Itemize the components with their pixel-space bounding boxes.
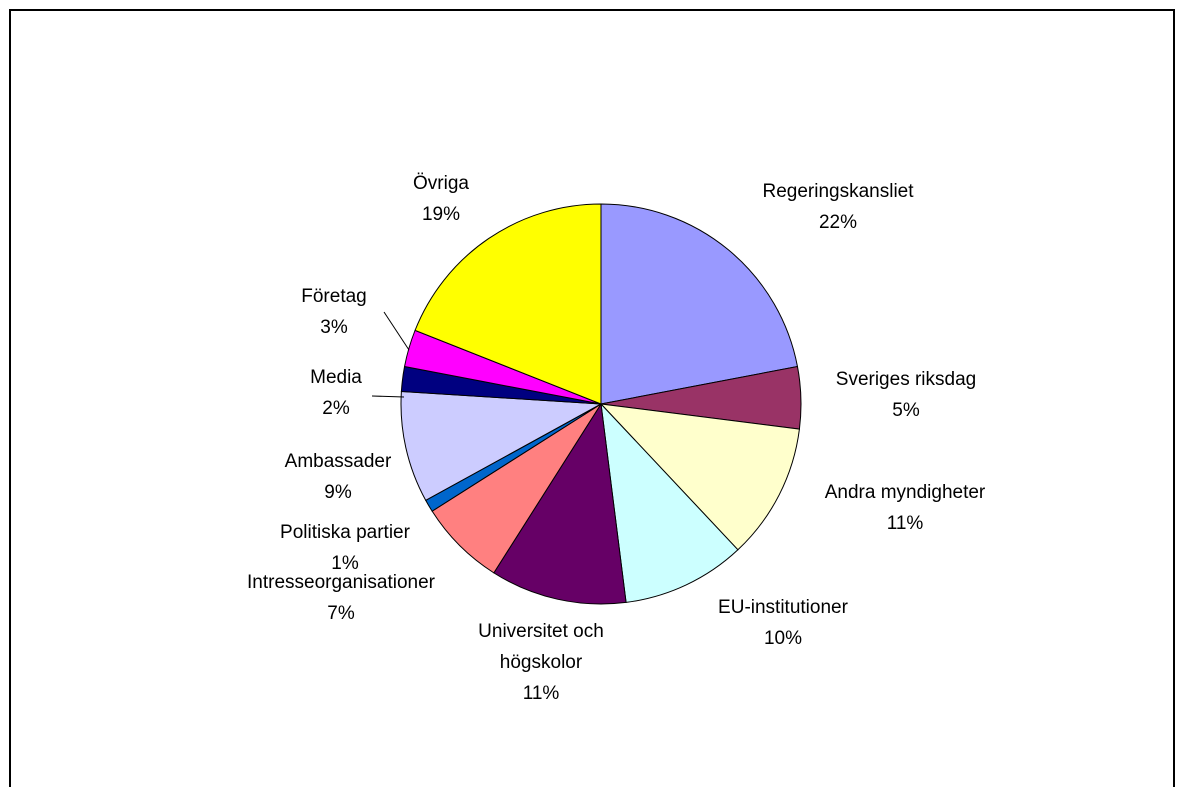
category-label: Politiska partier bbox=[280, 522, 410, 543]
value-label: 9% bbox=[324, 482, 352, 503]
category-label: Sveriges riksdag bbox=[835, 369, 977, 390]
pie-slice bbox=[414, 203, 602, 405]
value-label: 11% bbox=[886, 513, 924, 534]
category-label: Ambassader bbox=[284, 451, 392, 472]
category-label: EU-institutioner bbox=[718, 597, 848, 618]
slice-label: Intresseorganisationer 7% bbox=[240, 567, 442, 629]
category-label: Universitet och högskolor bbox=[478, 621, 604, 673]
pie-slice bbox=[600, 402, 739, 603]
category-label: Intresseorganisationer bbox=[247, 572, 435, 593]
value-label: 3% bbox=[320, 317, 348, 338]
slice-label: Politiska partier 1% bbox=[215, 517, 475, 579]
slice-label: Övriga 19% bbox=[311, 168, 571, 230]
slice-label: Ambassader 9% bbox=[208, 446, 468, 508]
category-label: Övriga bbox=[413, 173, 469, 194]
slice-label: Företag 3% bbox=[204, 281, 464, 343]
category-label: Företag bbox=[301, 286, 367, 307]
leader-line bbox=[371, 395, 405, 398]
pie-slice bbox=[600, 203, 799, 405]
value-label: 7% bbox=[327, 603, 355, 624]
slice-label: EU-institutioner 10% bbox=[653, 592, 913, 654]
value-label: 19% bbox=[421, 204, 461, 225]
value-label: 22% bbox=[818, 212, 858, 233]
slice-label: Andra myndigheter 11% bbox=[775, 477, 1035, 539]
slice-label: Sveriges riksdag 5% bbox=[776, 364, 1036, 426]
pie-slice bbox=[400, 390, 603, 502]
value-label: 10% bbox=[763, 628, 803, 649]
leader-line bbox=[383, 311, 410, 351]
chart-frame bbox=[9, 9, 1175, 787]
slice-label: Universitet och högskolor 11% bbox=[454, 616, 629, 709]
slice-label: Media 2% bbox=[206, 362, 466, 424]
pie-slice bbox=[493, 402, 627, 605]
value-label: 1% bbox=[331, 553, 359, 574]
value-label: 2% bbox=[322, 398, 350, 419]
pie-slice bbox=[599, 403, 800, 551]
category-label: Media bbox=[310, 367, 362, 388]
category-label: Andra myndigheter bbox=[824, 482, 986, 503]
value-label: 5% bbox=[892, 400, 920, 421]
category-label: Regeringskansliet bbox=[762, 181, 914, 202]
value-label: 11% bbox=[522, 683, 560, 704]
slice-label: Regeringskansliet 22% bbox=[708, 176, 968, 238]
